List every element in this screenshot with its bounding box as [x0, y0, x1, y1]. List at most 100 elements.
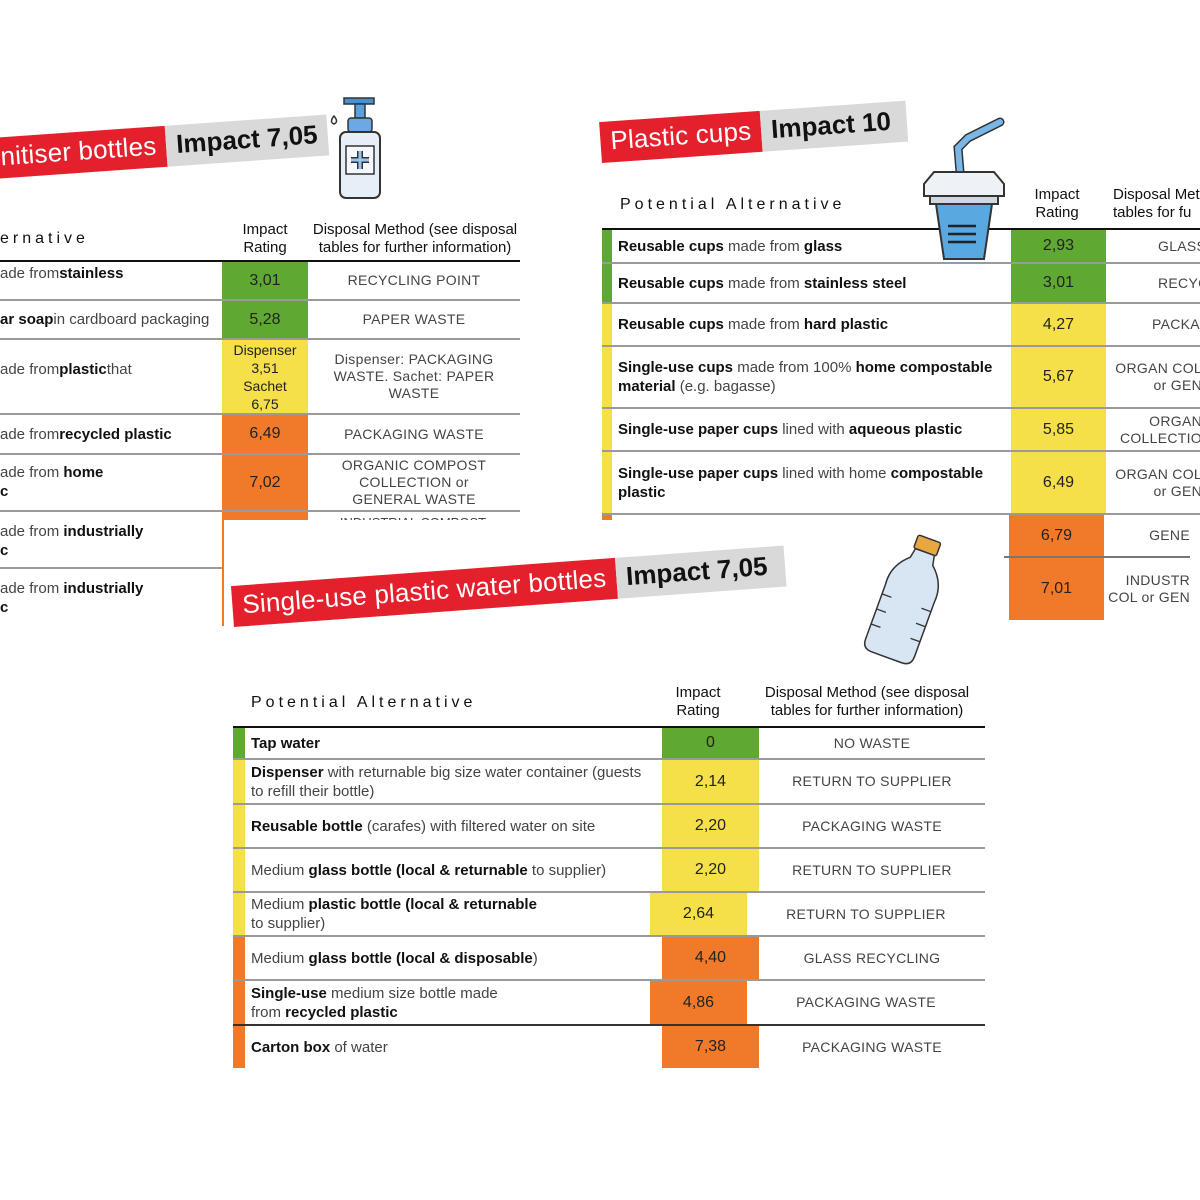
disposal-cell: RETURN TO SUPPLIER: [786, 905, 946, 922]
impact-rating-cell: 7,02: [222, 455, 308, 510]
alternative-cell: Single-use paper cups lined with home co…: [618, 464, 984, 501]
table-row: Reusable cups made from glass 2,93 GLASS: [602, 230, 1200, 264]
level-stripe: [233, 1026, 245, 1068]
alternative-cell: Medium plastic bottle (local & returnabl…: [251, 896, 537, 932]
water-header-rule: [233, 726, 985, 728]
table-row: ar soap in cardboard packaging 5,28 PAPE…: [0, 301, 520, 340]
table-row: Single-use medium size bottle made from …: [233, 981, 985, 1026]
level-stripe: [233, 893, 245, 935]
cups-orange-stripe-stub: [602, 515, 612, 523]
impact-rating-cell: 4,40: [662, 937, 759, 979]
alternative-cell: Reusable cups made from hard plastic: [618, 316, 889, 333]
water-title-banner: Single-use plastic water bottles Impact …: [230, 545, 787, 627]
level-stripe: [602, 409, 612, 450]
alternative-cell: Carton box of water: [251, 1038, 388, 1056]
impact-rating-cell: 7,38: [662, 1026, 759, 1068]
disposal-cell: RECYC: [1158, 274, 1200, 291]
impact-rating-cell: 4,27: [1011, 304, 1106, 345]
plastic-water-bottle-icon: [863, 534, 942, 665]
table-row: 6,79 GENE: [994, 515, 1190, 558]
cups-header-rating: Impact Rating: [1034, 186, 1080, 221]
alternative-cell: Reusable bottle (carafes) with filtered …: [251, 817, 596, 835]
level-stripe: [233, 805, 245, 847]
alternative-cell: ade from plastic that: [0, 361, 132, 378]
alternative-cell: Reusable cups made from stainless steel: [618, 274, 907, 292]
water-header-disposal: Disposal Method (see disposal tables for…: [764, 684, 970, 719]
water-impact: Impact 7,05: [614, 545, 787, 599]
impact-rating-cell: 3,01: [1011, 264, 1106, 302]
table-row: Reusable cups made from stainless steel …: [602, 264, 1200, 304]
alternative-cell: Tap water: [251, 734, 320, 752]
table-row: ade from recycled plastic 6,49 PACKAGING…: [0, 415, 520, 455]
impact-rating-cell: 6,49: [1011, 452, 1106, 513]
water-header-rating: Impact Rating: [675, 684, 721, 719]
impact-rating-cell: 5,85: [1011, 409, 1106, 450]
disposal-cell: GLASS: [1158, 237, 1200, 254]
impact-rating-cell: 7,01: [1009, 558, 1104, 620]
hand-sanitiser-pump-bottle-icon: [330, 97, 381, 199]
alternative-cell: ade from recycled plastic: [0, 425, 172, 443]
sanitiser-header-alternative: ernative: [0, 230, 89, 247]
table-row: Carton box of water 7,38 PACKAGING WASTE: [233, 1026, 985, 1068]
table-row: Reusable bottle (carafes) with filtered …: [233, 805, 985, 849]
water-header-alternative: Potential Alternative: [251, 694, 477, 711]
sanitiser-header-disposal: Disposal Method (see disposal tables for…: [312, 221, 518, 256]
cups-title-banner: Plastic cups Impact 10: [599, 100, 909, 163]
alternative-cell: Medium glass bottle (local & disposable): [251, 949, 538, 967]
level-stripe: [233, 849, 245, 891]
impact-rating-cell: 6,49: [222, 415, 308, 453]
alternative-cell: ade from industrially c: [0, 580, 144, 616]
sanitiser-bottles-card: nitiser bottles Impact 7,05 ernative Imp…: [0, 0, 540, 640]
table-row: Tap water 0 NO WASTE: [233, 728, 985, 760]
level-stripe: [233, 981, 245, 1024]
sanitiser-header-rating: Impact Rating: [242, 221, 288, 256]
impact-rating-cell: Dispenser 3,51 Sachet 6,75: [222, 340, 308, 413]
table-row: Single-use cups made from 100% home comp…: [602, 347, 1200, 409]
impact-rating-cell: 5,67: [1011, 347, 1106, 407]
table-row: ade from home c 7,02 ORGANIC COMPOST COLL…: [0, 455, 520, 512]
level-stripe: [602, 230, 612, 262]
table-row: Single-use paper cups lined with aqueous…: [602, 409, 1200, 452]
disposal-cell: Dispenser: PACKAGING WASTE. Sachet: PAPE…: [333, 351, 495, 401]
alternative-cell: Dispenser with returnable big size water…: [251, 763, 642, 800]
disposal-cell: RETURN TO SUPPLIER: [792, 773, 952, 789]
disposal-cell: ORGAN COL or GEN: [1115, 465, 1200, 499]
impact-rating-cell: 2,20: [662, 805, 759, 847]
table-row: ade from industrially c: [0, 512, 222, 569]
impact-rating-cell: 0: [662, 728, 759, 758]
disposal-cell: GLASS RECYCLING: [803, 949, 941, 966]
sanitiser-title: nitiser bottles: [0, 125, 168, 179]
disposal-cell: PACKAGING WASTE: [796, 994, 936, 1010]
table-row: Single-use paper cups lined with home co…: [602, 452, 1200, 515]
impact-rating-cell: 4,86: [650, 981, 747, 1024]
level-stripe: [602, 304, 612, 345]
table-row: Dispenser with returnable big size water…: [233, 760, 985, 805]
disposal-cell: GENE: [1149, 527, 1190, 543]
impact-rating-cell: 5,28: [222, 301, 308, 338]
table-row: Medium plastic bottle (local & returnabl…: [233, 893, 985, 937]
sanitiser-title-banner: nitiser bottles Impact 7,05: [0, 114, 330, 179]
sanitiser-row-partial-disposal: INDUSTRIAL COMPOST: [339, 515, 487, 523]
plastic-cups-card: Plastic cups Impact 10 Potential Alterna…: [599, 100, 1200, 630]
impact-rating-cell: 2,64: [650, 893, 747, 935]
cups-header-disposal: Disposal Met tables for fu: [1113, 186, 1200, 221]
impact-rating-cell: 2,14: [662, 760, 759, 803]
impact-rating-cell: 2,20: [662, 849, 759, 891]
impact-rating-cell: 6,79: [1009, 515, 1104, 556]
disposal-cell: PACKAGING WASTE: [802, 1038, 942, 1055]
cups-header-alternative: Potential Alternative: [620, 196, 846, 213]
table-row: ade from industrially c: [0, 569, 222, 626]
cups-header-rule: [602, 228, 1200, 230]
cups-impact: Impact 10: [759, 100, 909, 152]
alternative-cell: Single-use paper cups lined with aqueous…: [618, 421, 963, 438]
table-row: ade from plastic that Dispenser 3,51 Sac…: [0, 340, 520, 415]
sanitiser-header-rule: [0, 260, 520, 262]
alternative-cell: ade from home c: [0, 464, 104, 500]
disposal-cell: RECYCLING POINT: [347, 272, 481, 288]
alternative-cell: ade from industrially c: [0, 523, 144, 559]
level-stripe: [602, 452, 612, 513]
disposal-cell: ORGANIC COMPOST COLLECTION or GENERAL WA…: [341, 457, 487, 507]
level-stripe: [233, 937, 245, 979]
sanitiser-impact: Impact 7,05: [164, 114, 330, 167]
alternative-cell: Medium glass bottle (local & returnable …: [251, 861, 607, 879]
